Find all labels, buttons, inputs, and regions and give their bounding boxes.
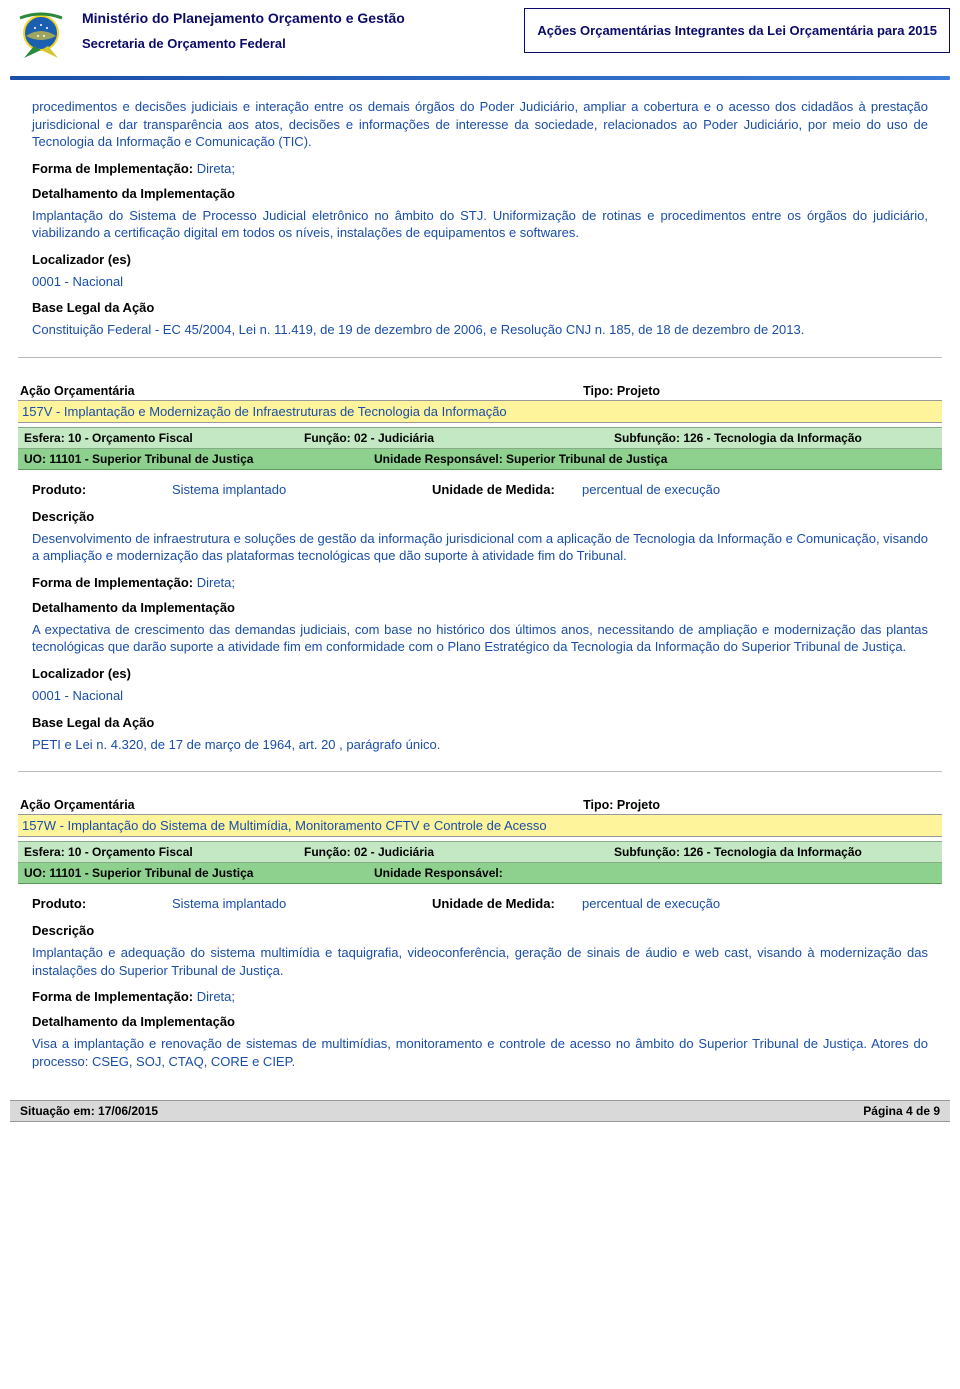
forma-label: Forma de Implementação: bbox=[32, 161, 193, 176]
divider bbox=[18, 771, 942, 772]
base-legal-label: Base Legal da Ação bbox=[32, 300, 928, 315]
medida-value: percentual de execução bbox=[582, 482, 928, 497]
action-title-row: 157W - Implantação do Sistema de Multimí… bbox=[18, 814, 942, 837]
base-legal-value: Constituição Federal - EC 45/2004, Lei n… bbox=[32, 321, 928, 339]
ministry-title: Ministério do Planejamento Orçamento e G… bbox=[82, 10, 514, 26]
uo-row: UO: 11101 - Superior Tribunal de Justiça… bbox=[18, 863, 942, 884]
detalhamento-label: Detalhamento da Implementação bbox=[32, 186, 928, 201]
medida-label: Unidade de Medida: bbox=[432, 896, 582, 911]
detalhamento-text: A expectativa de crescimento das demanda… bbox=[32, 621, 928, 656]
localizador-label: Localizador (es) bbox=[32, 666, 928, 681]
page-footer: Situação em: 17/06/2015 Página 4 de 9 bbox=[10, 1100, 950, 1122]
descricao-label: Descrição bbox=[32, 509, 928, 524]
descricao-text: Implantação e adequação do sistema multi… bbox=[32, 944, 928, 979]
esfera-cell: Esfera: 10 - Orçamento Fiscal bbox=[18, 428, 298, 448]
action-header-left: Ação Orçamentária bbox=[20, 798, 135, 812]
page-header: Ministério do Planejamento Orçamento e G… bbox=[10, 0, 950, 72]
detalhamento-label: Detalhamento da Implementação bbox=[32, 1014, 928, 1029]
forma-value: Direta; bbox=[193, 575, 235, 590]
produto-row: Produto: Sistema implantado Unidade de M… bbox=[18, 470, 942, 509]
subfuncao-cell: Subfunção: 126 - Tecnologia da Informaçã… bbox=[608, 842, 942, 862]
divider bbox=[18, 357, 942, 358]
produto-value: Sistema implantado bbox=[172, 896, 432, 911]
uo-cell: UO: 11101 - Superior Tribunal de Justiça bbox=[18, 863, 368, 883]
forma-label: Forma de Implementação: bbox=[32, 989, 193, 1004]
unidade-cell: Unidade Responsável: bbox=[368, 863, 942, 883]
detalhamento-label: Detalhamento da Implementação bbox=[32, 600, 928, 615]
footer-page-number: Página 4 de 9 bbox=[863, 1104, 940, 1118]
header-rule bbox=[10, 76, 950, 80]
descricao-label: Descrição bbox=[32, 923, 928, 938]
forma-label: Forma de Implementação: bbox=[32, 575, 193, 590]
produto-label: Produto: bbox=[32, 482, 172, 497]
detalhamento-text: Visa a implantação e renovação de sistem… bbox=[32, 1035, 928, 1070]
produto-value: Sistema implantado bbox=[172, 482, 432, 497]
medida-label: Unidade de Medida: bbox=[432, 482, 582, 497]
forma-value: Direta; bbox=[193, 161, 235, 176]
base-legal-label: Base Legal da Ação bbox=[32, 715, 928, 730]
forma-value: Direta; bbox=[193, 989, 235, 1004]
action-header-right: Tipo: Projeto bbox=[583, 798, 660, 812]
continuation-paragraph: procedimentos e decisões judiciais e int… bbox=[32, 98, 928, 151]
subfuncao-cell: Subfunção: 126 - Tecnologia da Informaçã… bbox=[608, 428, 942, 448]
produto-row: Produto: Sistema implantado Unidade de M… bbox=[18, 884, 942, 923]
esfera-cell: Esfera: 10 - Orçamento Fiscal bbox=[18, 842, 298, 862]
esfera-row: Esfera: 10 - Orçamento Fiscal Função: 02… bbox=[18, 841, 942, 863]
action-header-row: Ação Orçamentária Tipo: Projeto bbox=[18, 798, 942, 814]
uo-cell: UO: 11101 - Superior Tribunal de Justiça bbox=[18, 449, 368, 469]
localizador-label: Localizador (es) bbox=[32, 252, 928, 267]
funcao-cell: Função: 02 - Judiciária bbox=[298, 428, 608, 448]
action-header-row: Ação Orçamentária Tipo: Projeto bbox=[18, 384, 942, 400]
localizador-value: 0001 - Nacional bbox=[32, 273, 928, 291]
header-titles: Ministério do Planejamento Orçamento e G… bbox=[82, 6, 514, 51]
medida-value: percentual de execução bbox=[582, 896, 928, 911]
unidade-cell: Unidade Responsável: Superior Tribunal d… bbox=[368, 449, 942, 469]
secretariat-title: Secretaria de Orçamento Federal bbox=[82, 36, 514, 51]
produto-label: Produto: bbox=[32, 896, 172, 911]
action-header-right: Tipo: Projeto bbox=[583, 384, 660, 398]
funcao-cell: Função: 02 - Judiciária bbox=[298, 842, 608, 862]
descricao-text: Desenvolvimento de infraestrutura e solu… bbox=[32, 530, 928, 565]
uo-row: UO: 11101 - Superior Tribunal de Justiça… bbox=[18, 449, 942, 470]
esfera-row: Esfera: 10 - Orçamento Fiscal Função: 02… bbox=[18, 427, 942, 449]
coat-of-arms-icon bbox=[10, 6, 72, 68]
footer-situation: Situação em: 17/06/2015 bbox=[20, 1104, 158, 1118]
localizador-value: 0001 - Nacional bbox=[32, 687, 928, 705]
header-box-title: Ações Orçamentárias Integrantes da Lei O… bbox=[524, 8, 950, 53]
base-legal-value: PETI e Lei n. 4.320, de 17 de março de 1… bbox=[32, 736, 928, 754]
action-header-left: Ação Orçamentária bbox=[20, 384, 135, 398]
action-title-row: 157V - Implantação e Modernização de Inf… bbox=[18, 400, 942, 423]
detalhamento-text: Implantação do Sistema de Processo Judic… bbox=[32, 207, 928, 242]
